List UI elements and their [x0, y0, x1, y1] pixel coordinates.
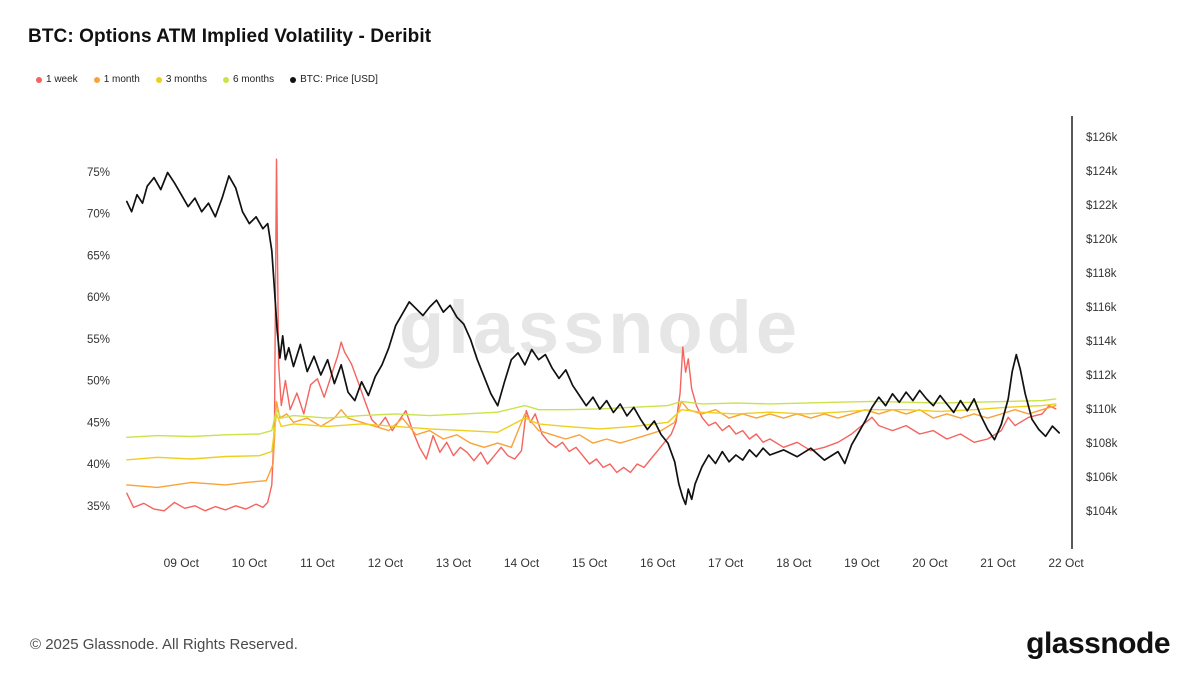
legend-label: 1 month: [103, 74, 140, 85]
chart-area: glassnode 35% 40% 45% 50% 55% 60% 65% 70% 75% $10…: [0, 100, 1200, 590]
y-right-tick-label: $122k: [1086, 200, 1118, 212]
legend-dot-icon: [93, 76, 100, 83]
x-tick-label: 17 Oct: [708, 556, 744, 570]
x-tick-label: 10 Oct: [232, 556, 268, 570]
y-left-tick-label: 70%: [87, 209, 110, 221]
footer: © 2025 Glassnode. All Rights Reserved. g…: [0, 627, 1200, 661]
legend-item-1-month[interactable]: 1 month: [93, 74, 140, 85]
y-left-tick-label: 35%: [87, 501, 110, 513]
chart-svg: 35% 40% 45% 50% 55% 60% 65% 70% 75% $104k $106k $10…: [87, 116, 1118, 570]
series-line-6-months: [126, 398, 1057, 438]
legend-item-3-months[interactable]: 3 months: [155, 74, 207, 85]
y-left-tick-label: 75%: [87, 167, 110, 179]
y-right-tick-label: $124k: [1086, 166, 1118, 178]
x-tick-label: 20 Oct: [912, 556, 948, 570]
y-right-tick-label: $108k: [1086, 438, 1118, 450]
x-tick-label: 19 Oct: [844, 556, 880, 570]
brand-logo: glassnode: [1026, 627, 1170, 660]
y-right-tick-label: $116k: [1086, 302, 1117, 314]
x-tick-label: 22 Oct: [1048, 556, 1084, 570]
page-title: BTC: Options ATM Implied Volatility - De…: [28, 26, 432, 47]
y-right-tick-label: $112k: [1086, 370, 1117, 382]
y-left-tick-label: 65%: [87, 250, 110, 262]
legend-dot-icon: [222, 76, 229, 83]
y-left-tick-label: 45%: [87, 417, 110, 429]
y-right-tick-label: $104k: [1086, 506, 1118, 518]
series-line-btc-price-usd-: [125, 171, 1061, 506]
x-tick-label: 11 Oct: [300, 556, 335, 570]
y-left-tick-label: 40%: [87, 459, 110, 471]
x-tick-label: 09 Oct: [164, 556, 200, 570]
y-left-tick-label: 50%: [87, 376, 110, 388]
legend-label: 1 week: [46, 74, 78, 85]
x-tick-label: 13 Oct: [436, 556, 472, 570]
legend-label: 6 months: [232, 74, 275, 85]
y-right-tick-label: $106k: [1086, 472, 1118, 484]
series-line-1-month: [126, 400, 1057, 489]
x-tick-label: 12 Oct: [368, 556, 404, 570]
legend-dot-icon: [36, 76, 42, 83]
copyright: © 2025 Glassnode. All Rights Reserved.: [30, 635, 298, 653]
y-right-tick-label: $114k: [1086, 336, 1117, 348]
x-tick-label: 15 Oct: [572, 556, 608, 570]
legend-dot-icon: [155, 76, 162, 83]
series-line-1-week: [126, 158, 1057, 512]
legend: 1 week 1 month 3 months 6 months BTC: Price …: [36, 74, 378, 85]
x-tick-label: 21 Oct: [980, 556, 1016, 570]
y-right-tick-label: $110k: [1086, 404, 1117, 416]
series-line-3-months: [126, 403, 1057, 461]
y-left-tick-label: 55%: [87, 334, 110, 346]
legend-dot-icon: [290, 76, 297, 83]
x-tick-label: 16 Oct: [640, 556, 676, 570]
legend-label: BTC: Price [USD]: [300, 74, 378, 85]
y-right-tick-label: $118k: [1086, 268, 1117, 280]
legend-item-1-week[interactable]: 1 week: [36, 74, 78, 85]
legend-item-btc-price-usd-[interactable]: BTC: Price [USD]: [290, 74, 378, 85]
y-left-tick-label: 60%: [87, 292, 110, 304]
x-tick-label: 18 Oct: [776, 556, 812, 570]
y-right-tick-label: $120k: [1086, 234, 1118, 246]
x-tick-label: 14 Oct: [504, 556, 540, 570]
legend-label: 3 months: [165, 74, 207, 85]
legend-item-6-months[interactable]: 6 months: [222, 74, 275, 85]
y-right-tick-label: $126k: [1086, 132, 1118, 144]
